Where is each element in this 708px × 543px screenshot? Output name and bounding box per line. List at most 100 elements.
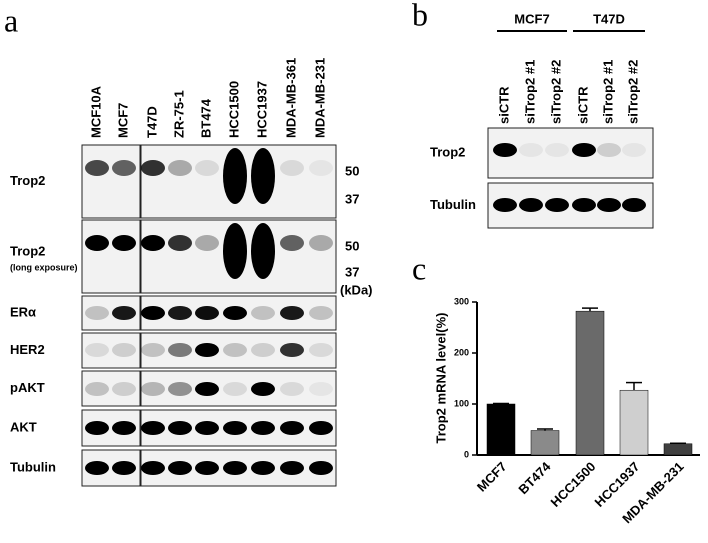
band (168, 306, 192, 320)
x-tick-label: MCF7 (474, 459, 510, 495)
blot (140, 370, 337, 407)
row-label: HER2 (10, 342, 45, 357)
band (112, 160, 136, 176)
band (112, 461, 136, 475)
row-label: Trop2 (10, 173, 45, 188)
band (85, 343, 109, 357)
y-tick-label: 200 (454, 347, 469, 357)
band (141, 160, 165, 176)
band (251, 306, 275, 320)
band (280, 382, 304, 396)
lane-label: siTrop2 #1 (522, 60, 537, 124)
row-note: (long exposure) (10, 262, 78, 272)
group-label: T47D (593, 11, 625, 26)
band (85, 235, 109, 251)
band (280, 235, 304, 251)
lane-label: BT474 (198, 98, 213, 138)
bar (619, 389, 649, 456)
band (309, 421, 333, 435)
band (85, 160, 109, 176)
unit: (kDa) (340, 282, 373, 297)
y-axis-label: Trop2 mRNA level(%) (433, 313, 448, 444)
band (112, 235, 136, 251)
band (85, 382, 109, 396)
band (309, 235, 333, 251)
band (251, 343, 275, 357)
band (112, 382, 136, 396)
lane-label: siTrop2 #1 (600, 60, 615, 124)
x-tick-label: HCC1500 (548, 459, 599, 510)
band (112, 306, 136, 320)
band (223, 343, 247, 357)
band (251, 148, 275, 204)
band (85, 306, 109, 320)
band (141, 306, 165, 320)
y-tick-label: 300 (454, 296, 469, 306)
band (519, 143, 543, 157)
band (141, 461, 165, 475)
band (545, 143, 569, 157)
band (195, 461, 219, 475)
band (223, 223, 247, 279)
lane-label: siTrop2 #2 (625, 60, 640, 124)
band (251, 382, 275, 396)
bar (530, 430, 560, 456)
lane-label: siCTR (496, 86, 511, 124)
marker: 37 (345, 191, 359, 206)
blot (81, 332, 141, 369)
band (309, 461, 333, 475)
band (519, 198, 543, 212)
band (223, 382, 247, 396)
row-label: Tubulin (430, 197, 476, 212)
band (223, 306, 247, 320)
band (195, 382, 219, 396)
marker: 50 (345, 238, 359, 253)
band (280, 461, 304, 475)
band (223, 148, 247, 204)
band (309, 343, 333, 357)
band (85, 461, 109, 475)
band (280, 343, 304, 357)
band (309, 160, 333, 176)
lane-label: siTrop2 #2 (548, 60, 563, 124)
band (168, 235, 192, 251)
band (168, 421, 192, 435)
lane-label: HCC1500 (226, 81, 241, 138)
band (280, 160, 304, 176)
band (545, 198, 569, 212)
lane-label: HCC1937 (254, 81, 269, 138)
lane-label: MCF10A (88, 85, 103, 138)
band (280, 306, 304, 320)
row-label: pAKT (10, 380, 45, 395)
row-label: Tubulin (10, 459, 56, 474)
band (195, 343, 219, 357)
bar (663, 443, 693, 456)
band (572, 143, 596, 157)
panel-label: c (412, 250, 426, 286)
band (309, 306, 333, 320)
band (112, 421, 136, 435)
band (141, 235, 165, 251)
lane-label: siCTR (575, 86, 590, 124)
band (223, 421, 247, 435)
x-tick-label: BT474 (515, 458, 554, 497)
lane-label: MDA-MB-361 (283, 58, 298, 138)
band (85, 421, 109, 435)
band (622, 143, 646, 157)
blot (81, 219, 141, 294)
band (597, 143, 621, 157)
band (112, 343, 136, 357)
row-label: Trop2 (10, 243, 45, 258)
band (251, 461, 275, 475)
panel-label: b (412, 0, 428, 32)
lane-label: ZR-75-1 (171, 90, 186, 138)
band (195, 306, 219, 320)
band (493, 198, 517, 212)
band (597, 198, 621, 212)
bar (575, 310, 605, 456)
band (309, 382, 333, 396)
band (168, 382, 192, 396)
lane-label: MCF7 (115, 103, 130, 138)
band (280, 421, 304, 435)
